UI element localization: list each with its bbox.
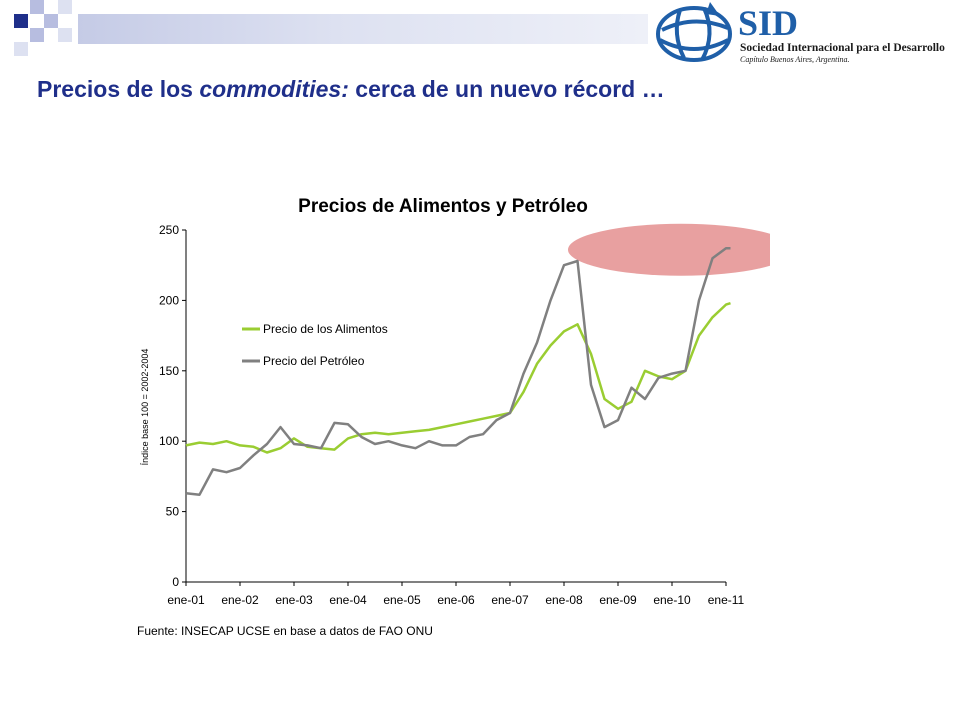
legend-label: Precio del Petróleo <box>263 354 365 368</box>
deco-square-5 <box>58 0 72 14</box>
y-tick-label: 250 <box>159 223 179 237</box>
x-tick-label: ene-07 <box>491 593 529 607</box>
x-tick-label: ene-02 <box>221 593 259 607</box>
chart-container: Precios de Alimentos y Petróleo Índice b… <box>130 185 770 625</box>
y-axis-label: Índice base 100 = 2002-2004 <box>140 349 150 466</box>
x-tick-label: ene-10 <box>653 593 691 607</box>
header-decorative-bar <box>78 14 648 44</box>
deco-square-7 <box>58 28 72 42</box>
highlight-ellipse <box>568 223 770 276</box>
slide-title-part-1: Precios de los <box>37 76 200 102</box>
x-tick-label: ene-01 <box>167 593 205 607</box>
y-tick-label: 100 <box>159 434 179 448</box>
y-tick-label: 50 <box>166 505 180 519</box>
y-tick-label: 200 <box>159 293 179 307</box>
series-line-alimentos <box>185 302 731 454</box>
deco-square-1 <box>14 14 28 28</box>
logo-line-2: Capítulo Buenos Aires, Argentina. <box>740 55 850 64</box>
line-chart: Precios de Alimentos y Petróleo Índice b… <box>140 196 770 607</box>
logo-acronym: SID <box>738 3 798 43</box>
series-line-petroleo <box>185 247 731 496</box>
x-tick-label: ene-06 <box>437 593 475 607</box>
deco-square-3 <box>44 14 58 28</box>
legend-label: Precio de los Alimentos <box>263 322 388 336</box>
slide-title-part-2: cerca de un nuevo récord … <box>348 76 665 102</box>
x-tick-label: ene-11 <box>708 593 745 607</box>
y-tick-label: 0 <box>172 575 179 589</box>
globe-icon <box>656 2 732 62</box>
deco-square-6 <box>14 42 28 56</box>
x-tick-label: ene-09 <box>599 593 637 607</box>
slide-title-emphasis: commodities: <box>199 76 349 102</box>
chart-title: Precios de Alimentos y Petróleo <box>298 196 588 217</box>
slide-title: Precios de los commodities: cerca de un … <box>37 76 665 103</box>
x-tick-label: ene-04 <box>329 593 367 607</box>
logo-line-1: Sociedad Internacional para el Desarroll… <box>740 42 945 54</box>
x-tick-label: ene-03 <box>275 593 313 607</box>
x-tick-label: ene-08 <box>545 593 583 607</box>
chart-source-note: Fuente: INSECAP UCSE en base a datos de … <box>137 624 433 638</box>
y-tick-label: 150 <box>159 364 179 378</box>
x-tick-label: ene-05 <box>383 593 421 607</box>
deco-square-2 <box>30 0 44 14</box>
sid-logo: SID Sociedad Internacional para el Desar… <box>656 2 945 64</box>
deco-square-4 <box>30 28 44 42</box>
